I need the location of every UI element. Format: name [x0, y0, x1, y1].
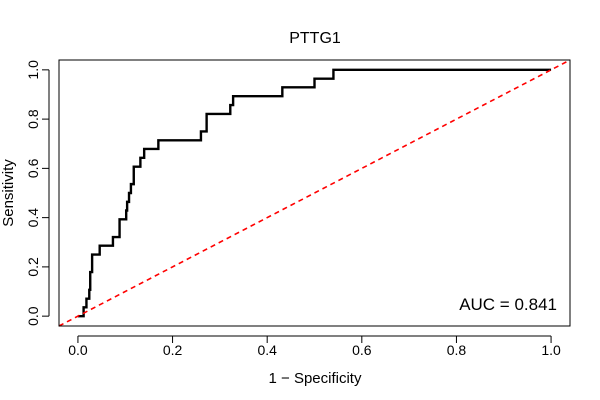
- x-tick-label: 0.8: [447, 342, 467, 358]
- plot-area: [58, 59, 571, 327]
- roc-curve: [77, 68, 552, 318]
- y-tick-label: 0.8: [25, 109, 41, 129]
- x-axis-label: 1 − Specificity: [269, 370, 362, 387]
- auc-annotation: AUC = 0.841: [459, 295, 557, 314]
- y-tick-label: 0.0: [25, 306, 41, 326]
- x-axis: 0.0 0.2 0.4 0.6 0.8 1.0: [68, 335, 561, 358]
- chart-title: PTTG1: [289, 30, 341, 47]
- y-axis-label: Sensitivity: [0, 159, 17, 227]
- y-tick-label: 0.6: [25, 158, 41, 178]
- x-tick-label: 0.2: [163, 342, 183, 358]
- x-tick-label: 0.0: [68, 342, 88, 358]
- x-tick-label: 0.6: [352, 342, 372, 358]
- x-tick-label: 1.0: [541, 342, 561, 358]
- y-tick-label: 0.4: [25, 208, 41, 228]
- y-tick-label: 1.0: [25, 60, 41, 80]
- y-axis: 0.0 0.2 0.4 0.6 0.8 1.0: [25, 60, 50, 326]
- x-tick-label: 0.4: [257, 342, 277, 358]
- plot-frame: [58, 59, 571, 327]
- reference-diagonal-line: [58, 59, 571, 327]
- y-tick-label: 0.2: [25, 257, 41, 277]
